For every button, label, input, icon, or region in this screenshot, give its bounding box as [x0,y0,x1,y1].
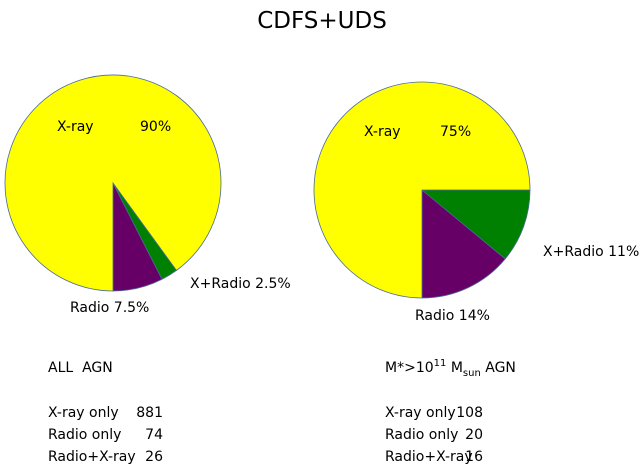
category-label: X+Radio [543,244,604,260]
slice-label: Radio 14% [415,308,490,324]
count-value: 74 [145,427,163,443]
slice-label: X+Radio 2.5% [190,276,291,292]
count-label: Radio only [48,427,121,443]
subtitle-part: AGN [481,360,516,376]
subtitle: ALL AGN [48,360,113,376]
slice-label: X-ray [364,124,401,140]
value-label: 11% [608,244,639,260]
value-label: 14% [459,308,490,324]
count-value: 26 [145,449,163,465]
count-label: Radio+X-ray [48,449,136,465]
category-label: Radio [70,300,109,316]
subtitle-part: >10 [404,360,434,376]
count-value: 20 [465,427,483,443]
slice-label: X+Radio 11% [543,244,639,260]
subtitle-part: sun [463,368,481,379]
count-value: 16 [465,449,483,465]
count-value: 881 [136,405,163,421]
count-label: Radio+X-ray [385,449,473,465]
count-label: X-ray only [385,405,456,421]
count-label: Radio only [385,427,458,443]
value-label: 7.5% [114,300,150,316]
value-label: 90% [140,119,171,135]
pie-slice [4,74,222,292]
slice-label: Radio 7.5% [70,300,149,316]
subtitle: M*>1011 Msun AGN [385,358,516,379]
category-label: X-ray [364,124,401,140]
value-label: 75% [440,124,471,140]
chart-title: CDFS+UDS [257,8,387,34]
count-value: 108 [456,405,483,421]
category-label: X+Radio [190,276,251,292]
subtitle-part: ALL AGN [48,360,113,376]
slice-label: X-ray [57,119,94,135]
category-label: X-ray [57,119,94,135]
value-label: 2.5% [255,276,291,292]
pie-slice [420,189,531,260]
pie-slice [313,81,531,299]
count-label: X-ray only [48,405,119,421]
pie-slice [421,189,506,299]
subtitle-part: 11 [434,358,447,369]
subtitle-part: M [446,360,463,376]
subtitle-part: M [385,360,397,376]
category-label: Radio [415,308,454,324]
subtitle-part: * [397,360,404,376]
